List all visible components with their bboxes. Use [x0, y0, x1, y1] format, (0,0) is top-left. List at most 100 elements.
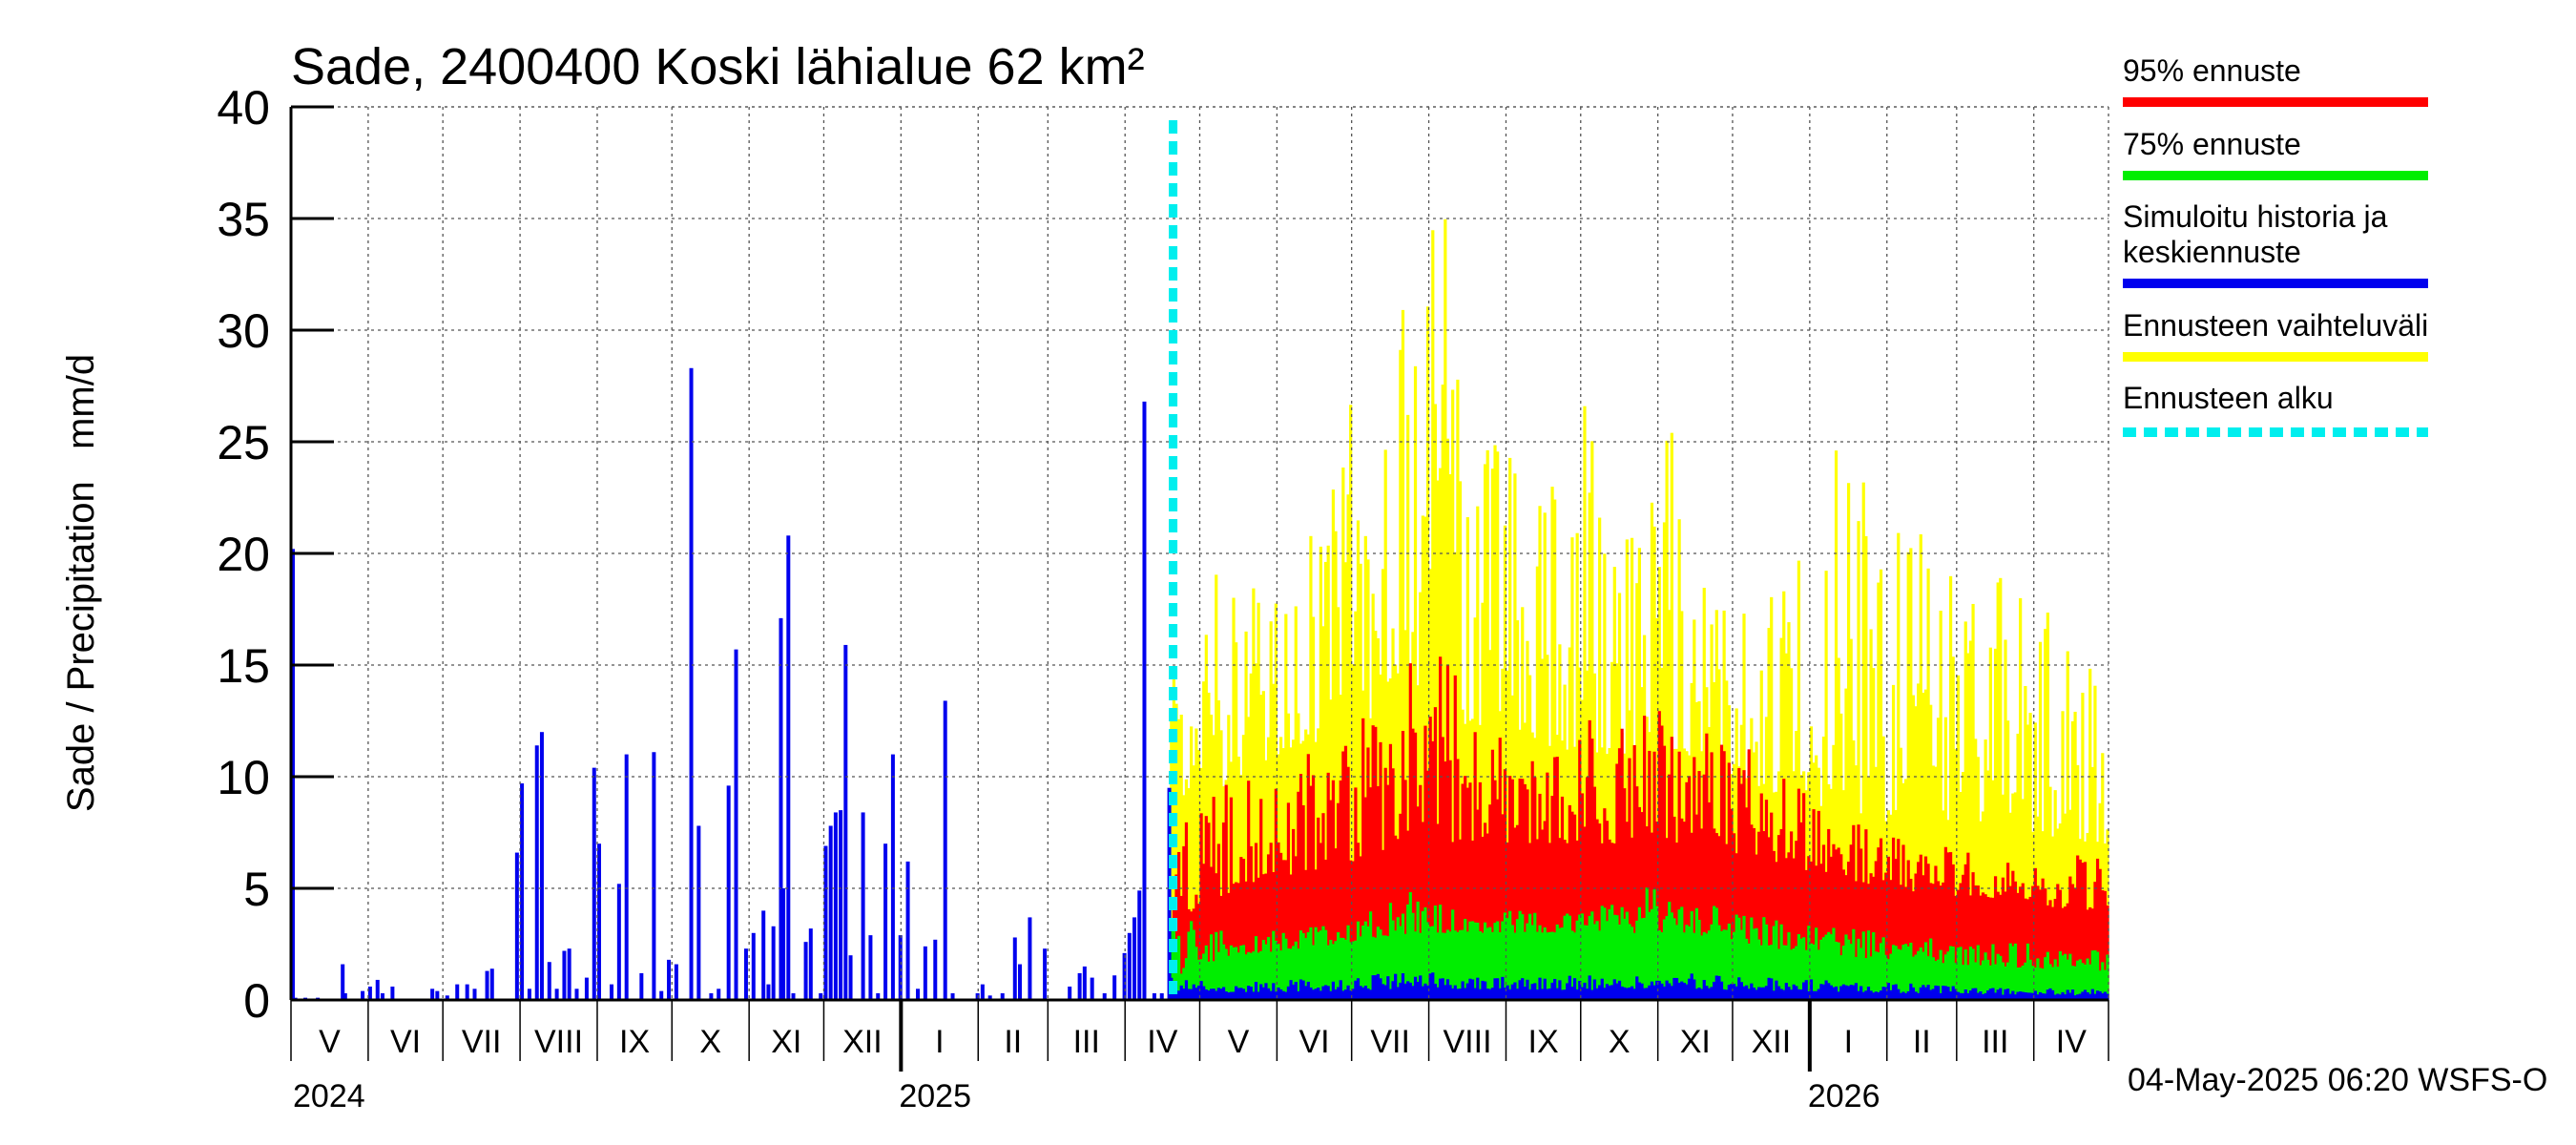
forecast-bar-red [2093, 882, 2097, 1000]
history-bar [435, 990, 440, 1000]
history-bar [1068, 986, 1072, 1000]
forecast-bar-red [1976, 885, 1980, 1000]
forecast-bar-green [1411, 912, 1415, 1000]
forecast-bar-green [1694, 907, 1699, 1000]
forecast-bar-green [1759, 945, 1763, 1000]
forecast-bar-yellow [1192, 765, 1195, 1000]
forecast-bar-blue [1428, 973, 1432, 1000]
forecast-bar-blue [1986, 989, 1990, 1000]
forecast-bar-green [2031, 966, 2035, 1000]
forecast-bar-green [1976, 945, 1980, 1000]
forecast-bar-red [1441, 737, 1444, 1000]
forecast-bar-red [1179, 895, 1183, 1000]
forecast-bar-blue [1563, 989, 1567, 1000]
forecast-bar-blue [1713, 981, 1716, 1000]
forecast-bar-blue [1730, 983, 1734, 1000]
forecast-bar-green [1343, 939, 1348, 1000]
forecast-bar-green [1212, 961, 1215, 1000]
forecast-bar-blue [1202, 986, 1206, 1000]
forecast-bar-green [1914, 954, 1918, 1000]
forecast-bar-red [1570, 811, 1574, 1000]
forecast-bar-blue [1809, 979, 1814, 1000]
forecast-bar-red [1592, 786, 1597, 1000]
forecast-bar-green [1451, 909, 1455, 1000]
forecast-bar-green [1461, 929, 1465, 1000]
forecast-bar-red [1904, 886, 1908, 1000]
forecast-bar-red [2095, 858, 2100, 1000]
forecast-bar-green [1349, 942, 1353, 1000]
forecast-bar-green [1346, 925, 1350, 1000]
forecast-bar-green [1632, 932, 1636, 1000]
forecast-bar-green [1566, 913, 1569, 1000]
history-bar [808, 928, 813, 1000]
forecast-bar-yellow [1999, 577, 2003, 1000]
forecast-bar-green [1963, 949, 1967, 1000]
forecast-bar-blue [1894, 984, 1898, 1000]
forecast-bar-yellow [2044, 629, 2047, 1000]
forecast-bar-blue [1926, 985, 1930, 1000]
forecast-bar-yellow [1665, 440, 1669, 1000]
forecast-bar-blue [1702, 980, 1706, 1000]
history-bar [861, 812, 865, 1000]
forecast-bar-red [1981, 892, 1985, 1000]
forecast-bar-green [1807, 926, 1811, 1000]
forecast-bar-green [1617, 924, 1622, 1000]
forecast-bar-green [1408, 892, 1412, 1000]
forecast-bar-red [1767, 837, 1771, 1000]
forecast-bar-yellow [1550, 487, 1554, 1000]
forecast-bar-green [1725, 929, 1729, 1000]
forecast-bar-red [1383, 767, 1387, 1000]
forecast-bar-red [1399, 813, 1402, 1000]
forecast-bar-blue [1929, 989, 1933, 1000]
forecast-bar-blue [1212, 989, 1215, 1000]
forecast-bar-green [2008, 943, 2012, 1000]
forecast-bar-blue [1827, 983, 1831, 1000]
forecast-bar-red [1757, 831, 1761, 1000]
forecast-bar-green [1603, 907, 1607, 1000]
forecast-bar-red [1339, 780, 1342, 1000]
forecast-bar-red [1755, 854, 1758, 1000]
forecast-bar-green [1954, 963, 1958, 1000]
history-bar [1137, 890, 1142, 1000]
forecast-bar-green [1750, 917, 1754, 1000]
forecast-bar-green [1648, 911, 1652, 1000]
forecast-bar-blue [1612, 979, 1616, 1000]
forecast-bar-green [1558, 927, 1562, 1000]
month-label: XI [1680, 1024, 1711, 1060]
forecast-bar-blue [1909, 983, 1913, 1000]
forecast-bar-yellow [1232, 597, 1236, 1000]
forecast-bar-blue [1640, 983, 1644, 1000]
forecast-bar-blue [1277, 987, 1280, 1000]
history-bar [624, 754, 629, 1000]
forecast-bar-red [1216, 843, 1220, 1000]
forecast-bar-red [1439, 656, 1443, 1000]
forecast-bar-yellow [2061, 711, 2065, 1000]
forecast-bar-blue [1625, 988, 1629, 1000]
forecast-bar-blue [1488, 989, 1492, 1000]
forecast-bar-blue [2044, 993, 2047, 1000]
forecast-bar-blue [1829, 985, 1833, 1000]
forecast-bar-yellow [1971, 603, 1975, 1000]
forecast-bar-green [1986, 959, 1990, 1000]
forecast-bar-yellow [1717, 669, 1721, 1000]
forecast-bar-yellow [1219, 730, 1223, 1000]
forecast-bar-green [1236, 952, 1240, 1000]
forecast-bar-yellow [1269, 621, 1273, 1000]
forecast-bar-yellow [1236, 756, 1240, 1000]
forecast-bar-green [1635, 920, 1639, 1000]
forecast-bar-red [1963, 864, 1967, 1000]
forecast-bar-green [2081, 963, 2085, 1000]
forecast-bar-red [1834, 849, 1839, 1000]
forecast-bar-green [1812, 944, 1816, 1000]
history-bar [743, 948, 748, 1000]
forecast-bar-green [1523, 931, 1527, 1000]
forecast-bar-green [2073, 966, 2077, 1000]
forecast-bar-red [1809, 861, 1814, 1000]
forecast-bar-blue [1797, 989, 1801, 1000]
forecast-bar-green [1448, 931, 1452, 1000]
forecast-bar-blue [1979, 991, 1983, 1000]
y-tick-label: 10 [217, 751, 270, 804]
forecast-bar-green [1776, 948, 1781, 1000]
forecast-bar-yellow [1535, 566, 1540, 1000]
forecast-bar-red [1319, 843, 1322, 1000]
